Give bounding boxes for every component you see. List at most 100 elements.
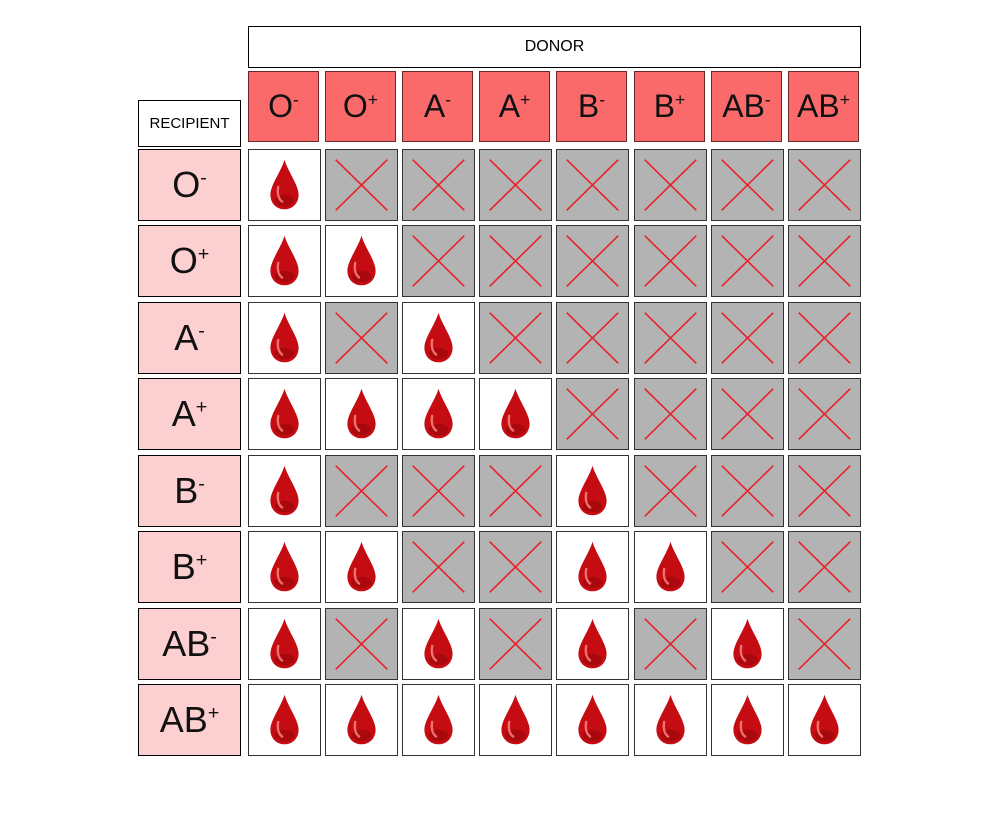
incompatible-cell [325, 455, 398, 527]
recipient-label: RECIPIENT [149, 115, 230, 132]
recipient-type-label: A- [174, 317, 205, 359]
cross-icon [798, 541, 851, 593]
recipient-type-base: AB [159, 699, 208, 740]
donor-type-rh-sign: - [445, 89, 452, 110]
cross-icon [412, 541, 465, 593]
cross-icon [489, 465, 542, 517]
blood-drop-icon [578, 541, 607, 592]
cross-icon [566, 235, 619, 287]
incompatible-cell [788, 302, 861, 374]
cross-icon [489, 312, 542, 364]
cross-icon [566, 388, 619, 440]
donor-header: DONOR [248, 26, 861, 68]
cross-icon [335, 159, 388, 211]
compatible-cell [556, 684, 629, 756]
incompatible-cell [711, 302, 784, 374]
recipient-type-cell: AB+ [138, 684, 241, 756]
blood-drop-icon [347, 235, 376, 286]
cross-icon [798, 159, 851, 211]
cross-icon [566, 312, 619, 364]
incompatible-cell [788, 225, 861, 297]
cross-icon [798, 235, 851, 287]
blood-drop-icon [270, 235, 299, 286]
incompatible-cell [711, 378, 784, 450]
cross-icon [489, 541, 542, 593]
incompatible-cell [711, 149, 784, 221]
incompatible-cell [556, 302, 629, 374]
donor-type-label: A+ [499, 88, 531, 125]
cross-icon [566, 159, 619, 211]
incompatible-cell [556, 378, 629, 450]
blood-drop-icon [810, 694, 839, 745]
compatible-cell [402, 302, 475, 374]
blood-drop-icon [347, 694, 376, 745]
blood-drop-icon [270, 694, 299, 745]
recipient-type-base: B [174, 470, 199, 511]
donor-type-base: A [498, 88, 521, 124]
compatible-cell [248, 684, 321, 756]
compatible-cell [248, 531, 321, 603]
incompatible-cell [402, 149, 475, 221]
incompatible-cell [479, 149, 552, 221]
cross-icon [335, 465, 388, 517]
compatible-cell [248, 608, 321, 680]
compatible-cell [788, 684, 861, 756]
cross-icon [798, 618, 851, 670]
donor-type-rh-sign: - [293, 89, 299, 110]
donor-type-cell: O- [248, 71, 319, 142]
donor-type-base: A [423, 88, 446, 124]
cross-icon [721, 312, 774, 364]
recipient-type-rh-sign: - [198, 320, 205, 342]
cross-icon [644, 465, 697, 517]
compatible-cell [402, 378, 475, 450]
donor-type-base: B [577, 88, 600, 124]
blood-drop-icon [270, 312, 299, 363]
incompatible-cell [325, 608, 398, 680]
compatible-cell [479, 378, 552, 450]
compatible-cell [248, 455, 321, 527]
blood-drop-icon [578, 694, 607, 745]
recipient-header: RECIPIENT [138, 100, 241, 147]
incompatible-cell [556, 149, 629, 221]
donor-type-cell: B+ [634, 71, 705, 142]
incompatible-cell [479, 225, 552, 297]
compatible-cell [711, 608, 784, 680]
cross-icon [412, 235, 465, 287]
blood-drop-icon [733, 618, 762, 669]
incompatible-cell [788, 149, 861, 221]
donor-type-base: AB [722, 88, 765, 124]
donor-type-base: O [268, 88, 294, 124]
recipient-type-rh-sign: - [210, 626, 217, 648]
blood-drop-icon [578, 465, 607, 516]
recipient-type-cell: A+ [138, 378, 241, 450]
compatible-cell [479, 684, 552, 756]
recipient-type-base: A [171, 393, 196, 434]
blood-drop-icon [270, 159, 299, 210]
incompatible-cell [788, 455, 861, 527]
donor-type-label: A- [424, 88, 451, 125]
donor-type-rh-sign: - [764, 89, 771, 110]
cross-icon [489, 618, 542, 670]
donor-type-label: AB+ [797, 88, 850, 125]
incompatible-cell [788, 608, 861, 680]
compatible-cell [402, 608, 475, 680]
recipient-type-label: O- [172, 164, 207, 206]
incompatible-cell [634, 149, 707, 221]
donor-type-label: AB- [722, 88, 771, 125]
blood-drop-icon [270, 465, 299, 516]
incompatible-cell [711, 531, 784, 603]
incompatible-cell [479, 608, 552, 680]
recipient-type-cell: O- [138, 149, 241, 221]
incompatible-cell [325, 302, 398, 374]
blood-drop-icon [424, 618, 453, 669]
compatible-cell [556, 608, 629, 680]
incompatible-cell [402, 455, 475, 527]
recipient-type-rh-sign: + [195, 396, 208, 418]
cross-icon [412, 465, 465, 517]
incompatible-cell [479, 455, 552, 527]
blood-drop-icon [501, 694, 530, 745]
compatible-cell [711, 684, 784, 756]
compatible-cell [248, 378, 321, 450]
recipient-type-base: AB [162, 623, 211, 664]
